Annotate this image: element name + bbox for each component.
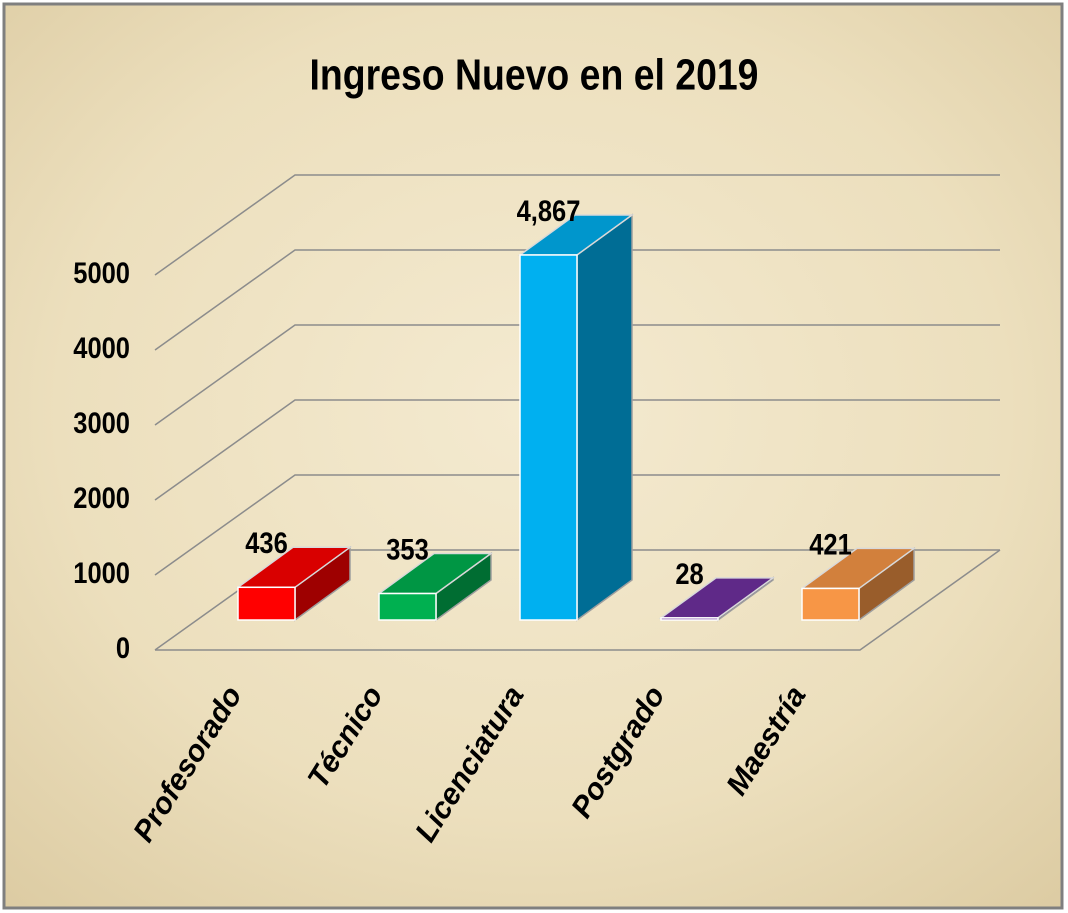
chart-title: Ingreso Nuevo en el 2019 <box>310 50 759 100</box>
data-label: 436 <box>245 526 288 559</box>
grid-line <box>154 249 1000 351</box>
floor-edge <box>155 549 1001 651</box>
bar <box>519 254 578 621</box>
y-tick-label: 3000 <box>73 406 130 439</box>
y-tick-label: 2000 <box>73 481 130 514</box>
grid-line <box>154 399 1000 501</box>
data-label: 4,867 <box>517 194 581 227</box>
bar-side <box>576 213 633 622</box>
y-tick-label: 5000 <box>73 256 130 289</box>
grid-line <box>154 324 1000 426</box>
bar <box>237 586 296 621</box>
y-tick-label: 1000 <box>73 556 130 589</box>
data-label: 421 <box>809 527 852 560</box>
y-tick-label: 4000 <box>73 331 130 364</box>
grid-line <box>154 474 1000 576</box>
data-label: 353 <box>386 533 429 566</box>
bar <box>660 617 719 621</box>
data-label: 28 <box>675 557 703 590</box>
bar <box>378 592 437 621</box>
y-tick-label: 0 <box>116 631 130 664</box>
grid-line <box>154 174 1000 276</box>
bar <box>801 587 860 621</box>
